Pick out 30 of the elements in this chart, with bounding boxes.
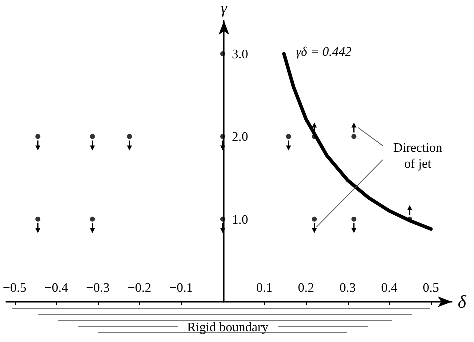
point xyxy=(352,134,357,140)
point xyxy=(286,134,292,140)
x-tick-label: −0.4 xyxy=(44,280,69,295)
point xyxy=(36,134,41,140)
x-tick-label: 0.3 xyxy=(340,280,356,295)
point xyxy=(36,216,41,222)
point xyxy=(220,52,226,57)
y-axis-title: γ xyxy=(221,0,228,18)
annotation: Direction of jet xyxy=(393,140,444,171)
point xyxy=(127,134,132,140)
x-tick-label: −0.2 xyxy=(128,280,152,295)
x-tick-label: 0.2 xyxy=(298,280,314,295)
y-tick-label: 1.0 xyxy=(232,212,248,227)
point xyxy=(352,216,357,222)
point xyxy=(90,134,96,140)
annotation: γδ = 0.442 xyxy=(296,44,352,60)
x-tick-label: 0.5 xyxy=(423,280,440,295)
y-tick-label: 3.0 xyxy=(232,46,248,62)
point xyxy=(220,216,226,222)
point xyxy=(312,216,318,222)
y-tick-label: 2.0 xyxy=(232,129,248,144)
x-tick-label: 0.4 xyxy=(381,280,398,295)
x-tick-label: −0.1 xyxy=(170,280,194,295)
point xyxy=(90,216,96,222)
x-tick-label: −0.3 xyxy=(86,280,110,295)
x-axis-title: δ xyxy=(458,292,467,312)
point xyxy=(220,134,226,140)
x-tick-label: −0.5 xyxy=(2,280,27,295)
x-tick-label: 0.1 xyxy=(256,280,273,295)
text: Rigid boundary xyxy=(187,320,270,334)
